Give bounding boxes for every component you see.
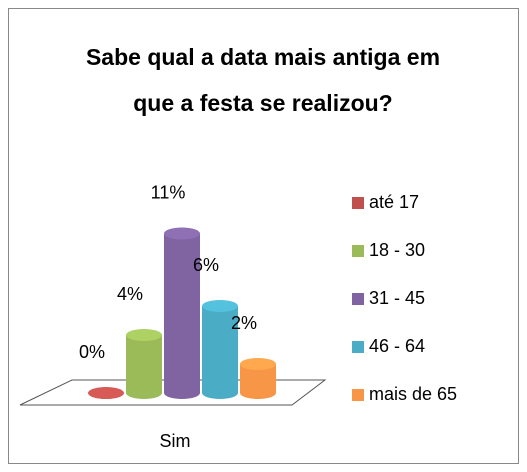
legend-label: até 17 <box>369 192 419 212</box>
legend-swatch <box>352 245 364 257</box>
bar-top <box>88 387 124 399</box>
bar-top <box>164 227 200 240</box>
legend-swatch <box>352 389 364 401</box>
legend-swatch <box>352 341 364 353</box>
legend-label: 46 - 64 <box>369 336 425 356</box>
bar-top <box>240 358 276 370</box>
legend-label: mais de 65 <box>369 384 457 404</box>
legend-swatch <box>352 197 364 209</box>
data-label: 2% <box>231 313 257 333</box>
bar <box>240 364 276 399</box>
legend-label: 31 - 45 <box>369 288 425 308</box>
bar <box>126 335 162 399</box>
data-label: 0% <box>79 342 105 362</box>
x-tick-label: Sim <box>160 431 191 451</box>
bar <box>164 233 200 399</box>
bar-top <box>126 329 162 341</box>
chart-title: Sabe qual a data mais antiga em que a fe… <box>85 44 441 116</box>
data-label: 4% <box>117 284 143 304</box>
bar-top <box>202 300 238 312</box>
chart-border <box>8 8 519 464</box>
data-label: 6% <box>193 255 219 275</box>
legend-label: 18 - 30 <box>369 240 425 260</box>
legend-swatch <box>352 293 364 305</box>
bar <box>202 306 238 399</box>
data-label: 11% <box>151 182 186 202</box>
